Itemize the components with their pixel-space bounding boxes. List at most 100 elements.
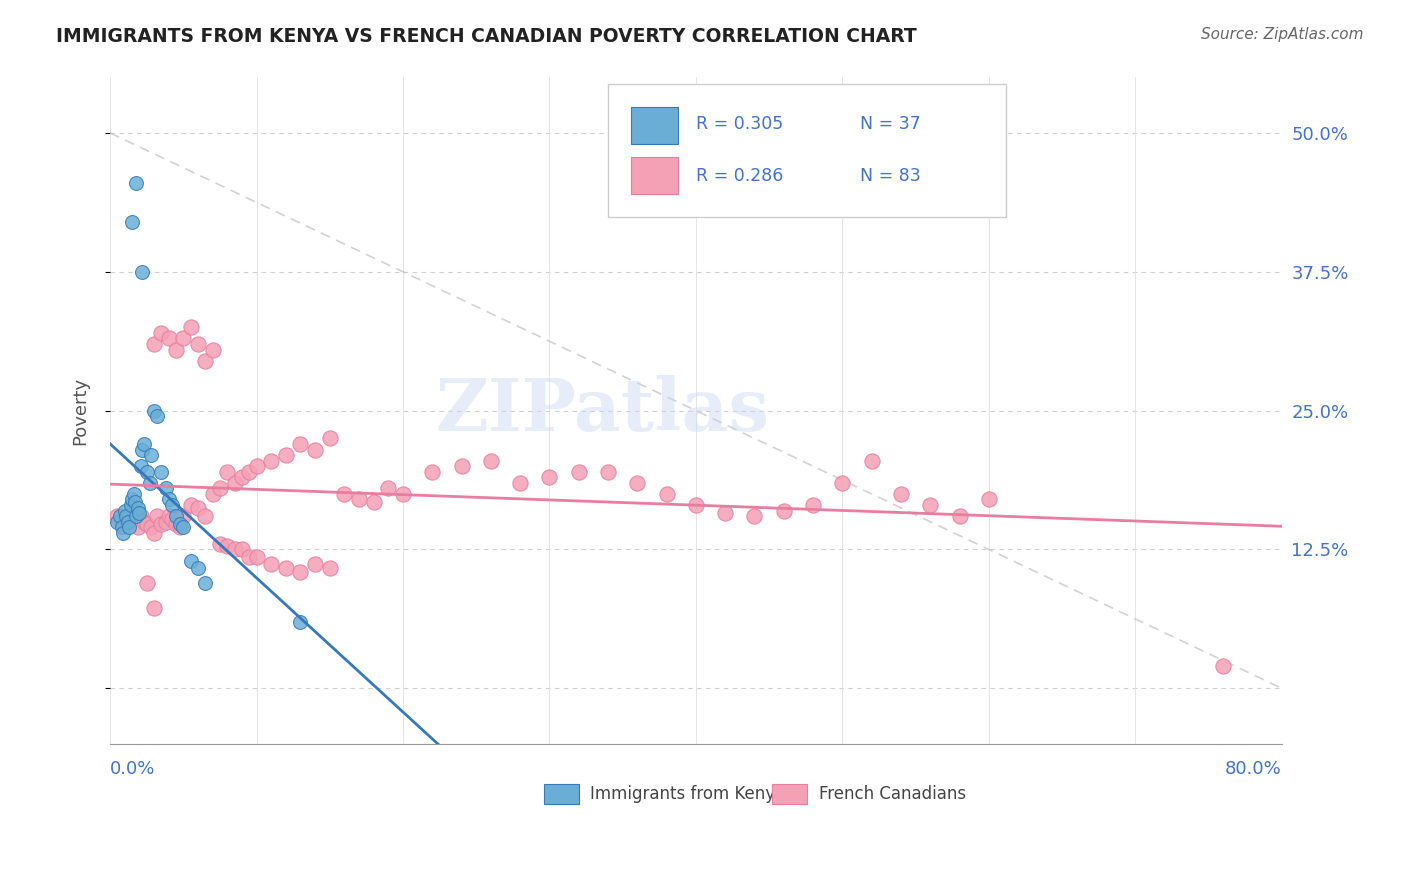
Immigrants from Kenya: [115, 509, 138, 524]
French Canadians: [111, 516, 134, 531]
French Canadians: [685, 498, 707, 512]
French Canadians: [596, 465, 619, 479]
French Canadians: [860, 453, 883, 467]
Immigrants from Kenya: [143, 403, 166, 417]
Immigrants from Kenya: [146, 409, 169, 424]
French Canadians: [245, 550, 267, 565]
Text: N = 37: N = 37: [860, 115, 921, 133]
Immigrants from Kenya: [127, 501, 149, 516]
French Canadians: [143, 337, 166, 351]
French Canadians: [245, 459, 267, 474]
Text: IMMIGRANTS FROM KENYA VS FRENCH CANADIAN POVERTY CORRELATION CHART: IMMIGRANTS FROM KENYA VS FRENCH CANADIAN…: [56, 27, 917, 45]
Immigrants from Kenya: [114, 503, 136, 517]
French Canadians: [160, 512, 183, 526]
French Canadians: [304, 557, 326, 571]
French Canadians: [132, 515, 155, 529]
French Canadians: [187, 337, 209, 351]
French Canadians: [150, 516, 173, 531]
Immigrants from Kenya: [129, 459, 152, 474]
French Canadians: [217, 465, 239, 479]
French Canadians: [127, 520, 149, 534]
Text: 0.0%: 0.0%: [110, 761, 156, 779]
French Canadians: [194, 353, 217, 368]
French Canadians: [890, 487, 912, 501]
Immigrants from Kenya: [120, 498, 142, 512]
French Canadians: [157, 509, 180, 524]
Immigrants from Kenya: [132, 437, 155, 451]
French Canadians: [224, 475, 246, 490]
French Canadians: [169, 520, 191, 534]
Immigrants from Kenya: [155, 482, 177, 496]
Text: R = 0.305: R = 0.305: [696, 115, 783, 133]
French Canadians: [377, 482, 399, 496]
French Canadians: [224, 542, 246, 557]
French Canadians: [392, 487, 415, 501]
Immigrants from Kenya: [157, 492, 180, 507]
Text: Immigrants from Kenya: Immigrants from Kenya: [591, 785, 786, 803]
French Canadians: [319, 431, 342, 445]
Text: Source: ZipAtlas.com: Source: ZipAtlas.com: [1201, 27, 1364, 42]
Text: ZIPatlas: ZIPatlas: [434, 376, 769, 446]
French Canadians: [124, 509, 146, 524]
French Canadians: [165, 343, 187, 357]
French Canadians: [201, 343, 224, 357]
French Canadians: [538, 470, 561, 484]
French Canadians: [831, 475, 853, 490]
French Canadians: [1212, 659, 1234, 673]
French Canadians: [208, 537, 231, 551]
Immigrants from Kenya: [172, 520, 194, 534]
Immigrants from Kenya: [112, 525, 135, 540]
French Canadians: [143, 525, 166, 540]
Immigrants from Kenya: [290, 615, 312, 629]
Text: French Canadians: French Canadians: [818, 785, 966, 803]
French Canadians: [626, 475, 648, 490]
FancyBboxPatch shape: [607, 84, 1007, 218]
Immigrants from Kenya: [135, 465, 157, 479]
French Canadians: [135, 516, 157, 531]
Immigrants from Kenya: [128, 506, 150, 520]
French Canadians: [319, 561, 342, 575]
Immigrants from Kenya: [121, 215, 143, 229]
French Canadians: [231, 470, 253, 484]
French Canadians: [260, 453, 283, 467]
French Canadians: [238, 550, 260, 565]
Immigrants from Kenya: [131, 265, 153, 279]
FancyBboxPatch shape: [631, 157, 678, 194]
French Canadians: [201, 487, 224, 501]
Immigrants from Kenya: [131, 442, 153, 457]
French Canadians: [180, 498, 202, 512]
French Canadians: [290, 565, 312, 579]
Immigrants from Kenya: [187, 561, 209, 575]
Immigrants from Kenya: [150, 465, 173, 479]
French Canadians: [568, 465, 591, 479]
French Canadians: [479, 453, 502, 467]
French Canadians: [157, 331, 180, 345]
Immigrants from Kenya: [180, 553, 202, 567]
French Canadians: [772, 503, 794, 517]
French Canadians: [333, 487, 356, 501]
French Canadians: [509, 475, 531, 490]
French Canadians: [274, 561, 297, 575]
French Canadians: [146, 509, 169, 524]
French Canadians: [155, 515, 177, 529]
French Canadians: [450, 459, 472, 474]
French Canadians: [363, 494, 385, 508]
French Canadians: [143, 601, 166, 615]
French Canadians: [165, 516, 187, 531]
French Canadians: [129, 509, 152, 524]
French Canadians: [217, 539, 239, 553]
Immigrants from Kenya: [122, 487, 145, 501]
French Canadians: [420, 465, 443, 479]
Immigrants from Kenya: [125, 176, 148, 190]
French Canadians: [290, 437, 312, 451]
French Canadians: [172, 509, 194, 524]
Immigrants from Kenya: [110, 509, 132, 524]
Text: R = 0.286: R = 0.286: [696, 167, 783, 185]
French Canadians: [117, 509, 139, 524]
French Canadians: [238, 465, 260, 479]
Immigrants from Kenya: [139, 448, 162, 462]
Immigrants from Kenya: [121, 492, 143, 507]
French Canadians: [194, 509, 217, 524]
French Canadians: [231, 542, 253, 557]
French Canadians: [655, 487, 678, 501]
